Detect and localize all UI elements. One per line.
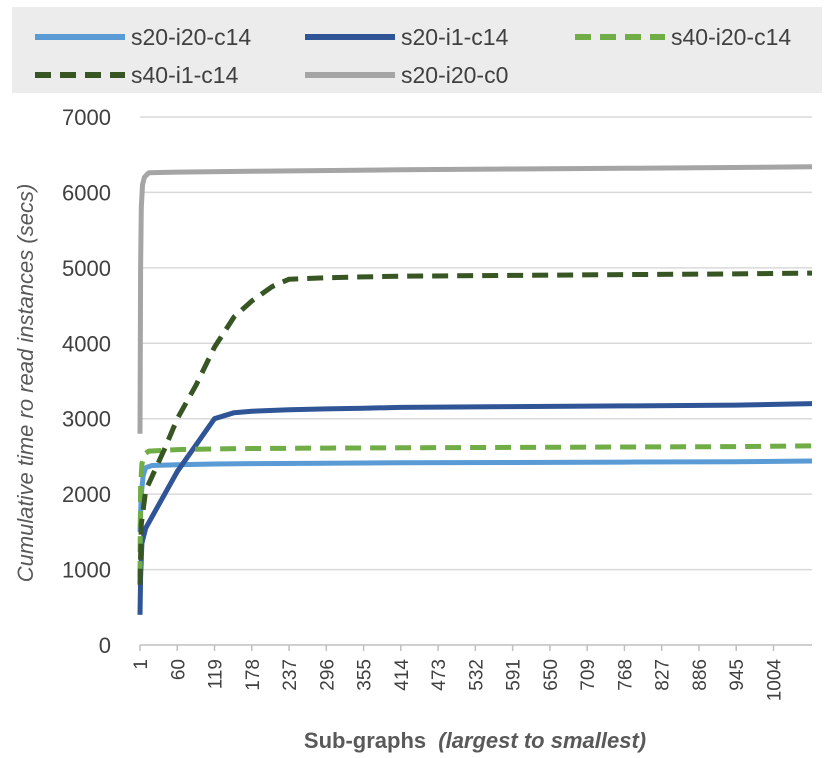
y-tick-label: 0: [99, 633, 111, 658]
x-tick-label: 355: [355, 659, 376, 691]
x-axis-title-suffix: (largest to smallest): [438, 728, 646, 753]
series-line-s20-i20-c14: [137, 458, 813, 532]
x-tick-label: 119: [206, 659, 227, 689]
x-tick-label: 1004: [764, 659, 785, 702]
x-axis-title: Sub-graphs (largest to smallest): [304, 728, 646, 753]
legend-label: s20-i20-c0: [401, 62, 508, 88]
y-tick-label: 5000: [62, 256, 111, 281]
x-tick-label: 650: [541, 659, 562, 691]
legend-item-s40-i1-c14: s40-i1-c14: [35, 62, 239, 88]
legend-label: s20-i1-c14: [401, 24, 509, 50]
x-tick-label: 827: [653, 659, 674, 691]
x-tick-label: 178: [243, 659, 264, 691]
x-tick-label: 709: [578, 659, 599, 691]
x-tick-label: 60: [168, 659, 189, 680]
x-tick-label: 1: [131, 659, 152, 670]
series-line-s40-i1-c14: [137, 270, 813, 585]
gridlines: [140, 116, 812, 571]
y-tick-label: 6000: [62, 180, 111, 205]
y-tick-label: 7000: [62, 105, 111, 130]
series-line-s40-i20-c14: [137, 443, 813, 578]
legend-item-s40-i20-c14: s40-i20-c14: [575, 24, 791, 50]
x-tick-label: 945: [727, 659, 748, 691]
legend-items: s20-i20-c14 s20-i1-c14 s40-i20-c14 s40-i1-c…: [35, 24, 791, 88]
legend-box: [12, 7, 822, 93]
x-axis-title-main: Sub-graphs: [304, 728, 426, 753]
x-tick-label: 886: [690, 659, 711, 691]
y-tick-label: 1000: [62, 558, 111, 583]
y-tick-label: 3000: [62, 407, 111, 432]
legend-label: s40-i1-c14: [131, 62, 239, 88]
series-line-s20-i20-c0: [137, 164, 813, 434]
legend: s20-i20-c14 s20-i1-c14 s40-i20-c14 s40-i1-c…: [12, 7, 822, 93]
legend-label: s20-i20-c14: [131, 24, 251, 50]
x-tick-label: 414: [392, 659, 413, 691]
x-tick-label: 768: [615, 659, 636, 691]
y-tick-label: 2000: [62, 482, 111, 507]
legend-item-s20-i20-c0: s20-i20-c0: [305, 62, 508, 88]
x-axis-tick-labels: 1 60 119 178 237 296 355 414 473 532 591 650 709 768 8…: [131, 645, 785, 701]
series-line-s20-i1-c14: [137, 401, 813, 615]
y-axis-tick-labels: 0 1000 2000 3000 4000 5000 6000 7000: [62, 105, 111, 658]
y-tick-label: 4000: [62, 331, 111, 356]
x-tick-label: 532: [466, 659, 487, 691]
legend-item-s20-i1-c14: s20-i1-c14: [305, 24, 509, 50]
x-tick-label: 591: [504, 659, 525, 691]
x-tick-label: 296: [317, 659, 338, 691]
legend-item-s20-i20-c14: s20-i20-c14: [35, 24, 251, 50]
x-tick-label: 237: [280, 659, 301, 691]
x-tick-label: 473: [429, 659, 450, 691]
series-lines: [137, 164, 813, 615]
legend-label: s40-i20-c14: [671, 24, 791, 50]
y-axis-title: Cumulative time ro read instances (secs): [13, 184, 38, 583]
